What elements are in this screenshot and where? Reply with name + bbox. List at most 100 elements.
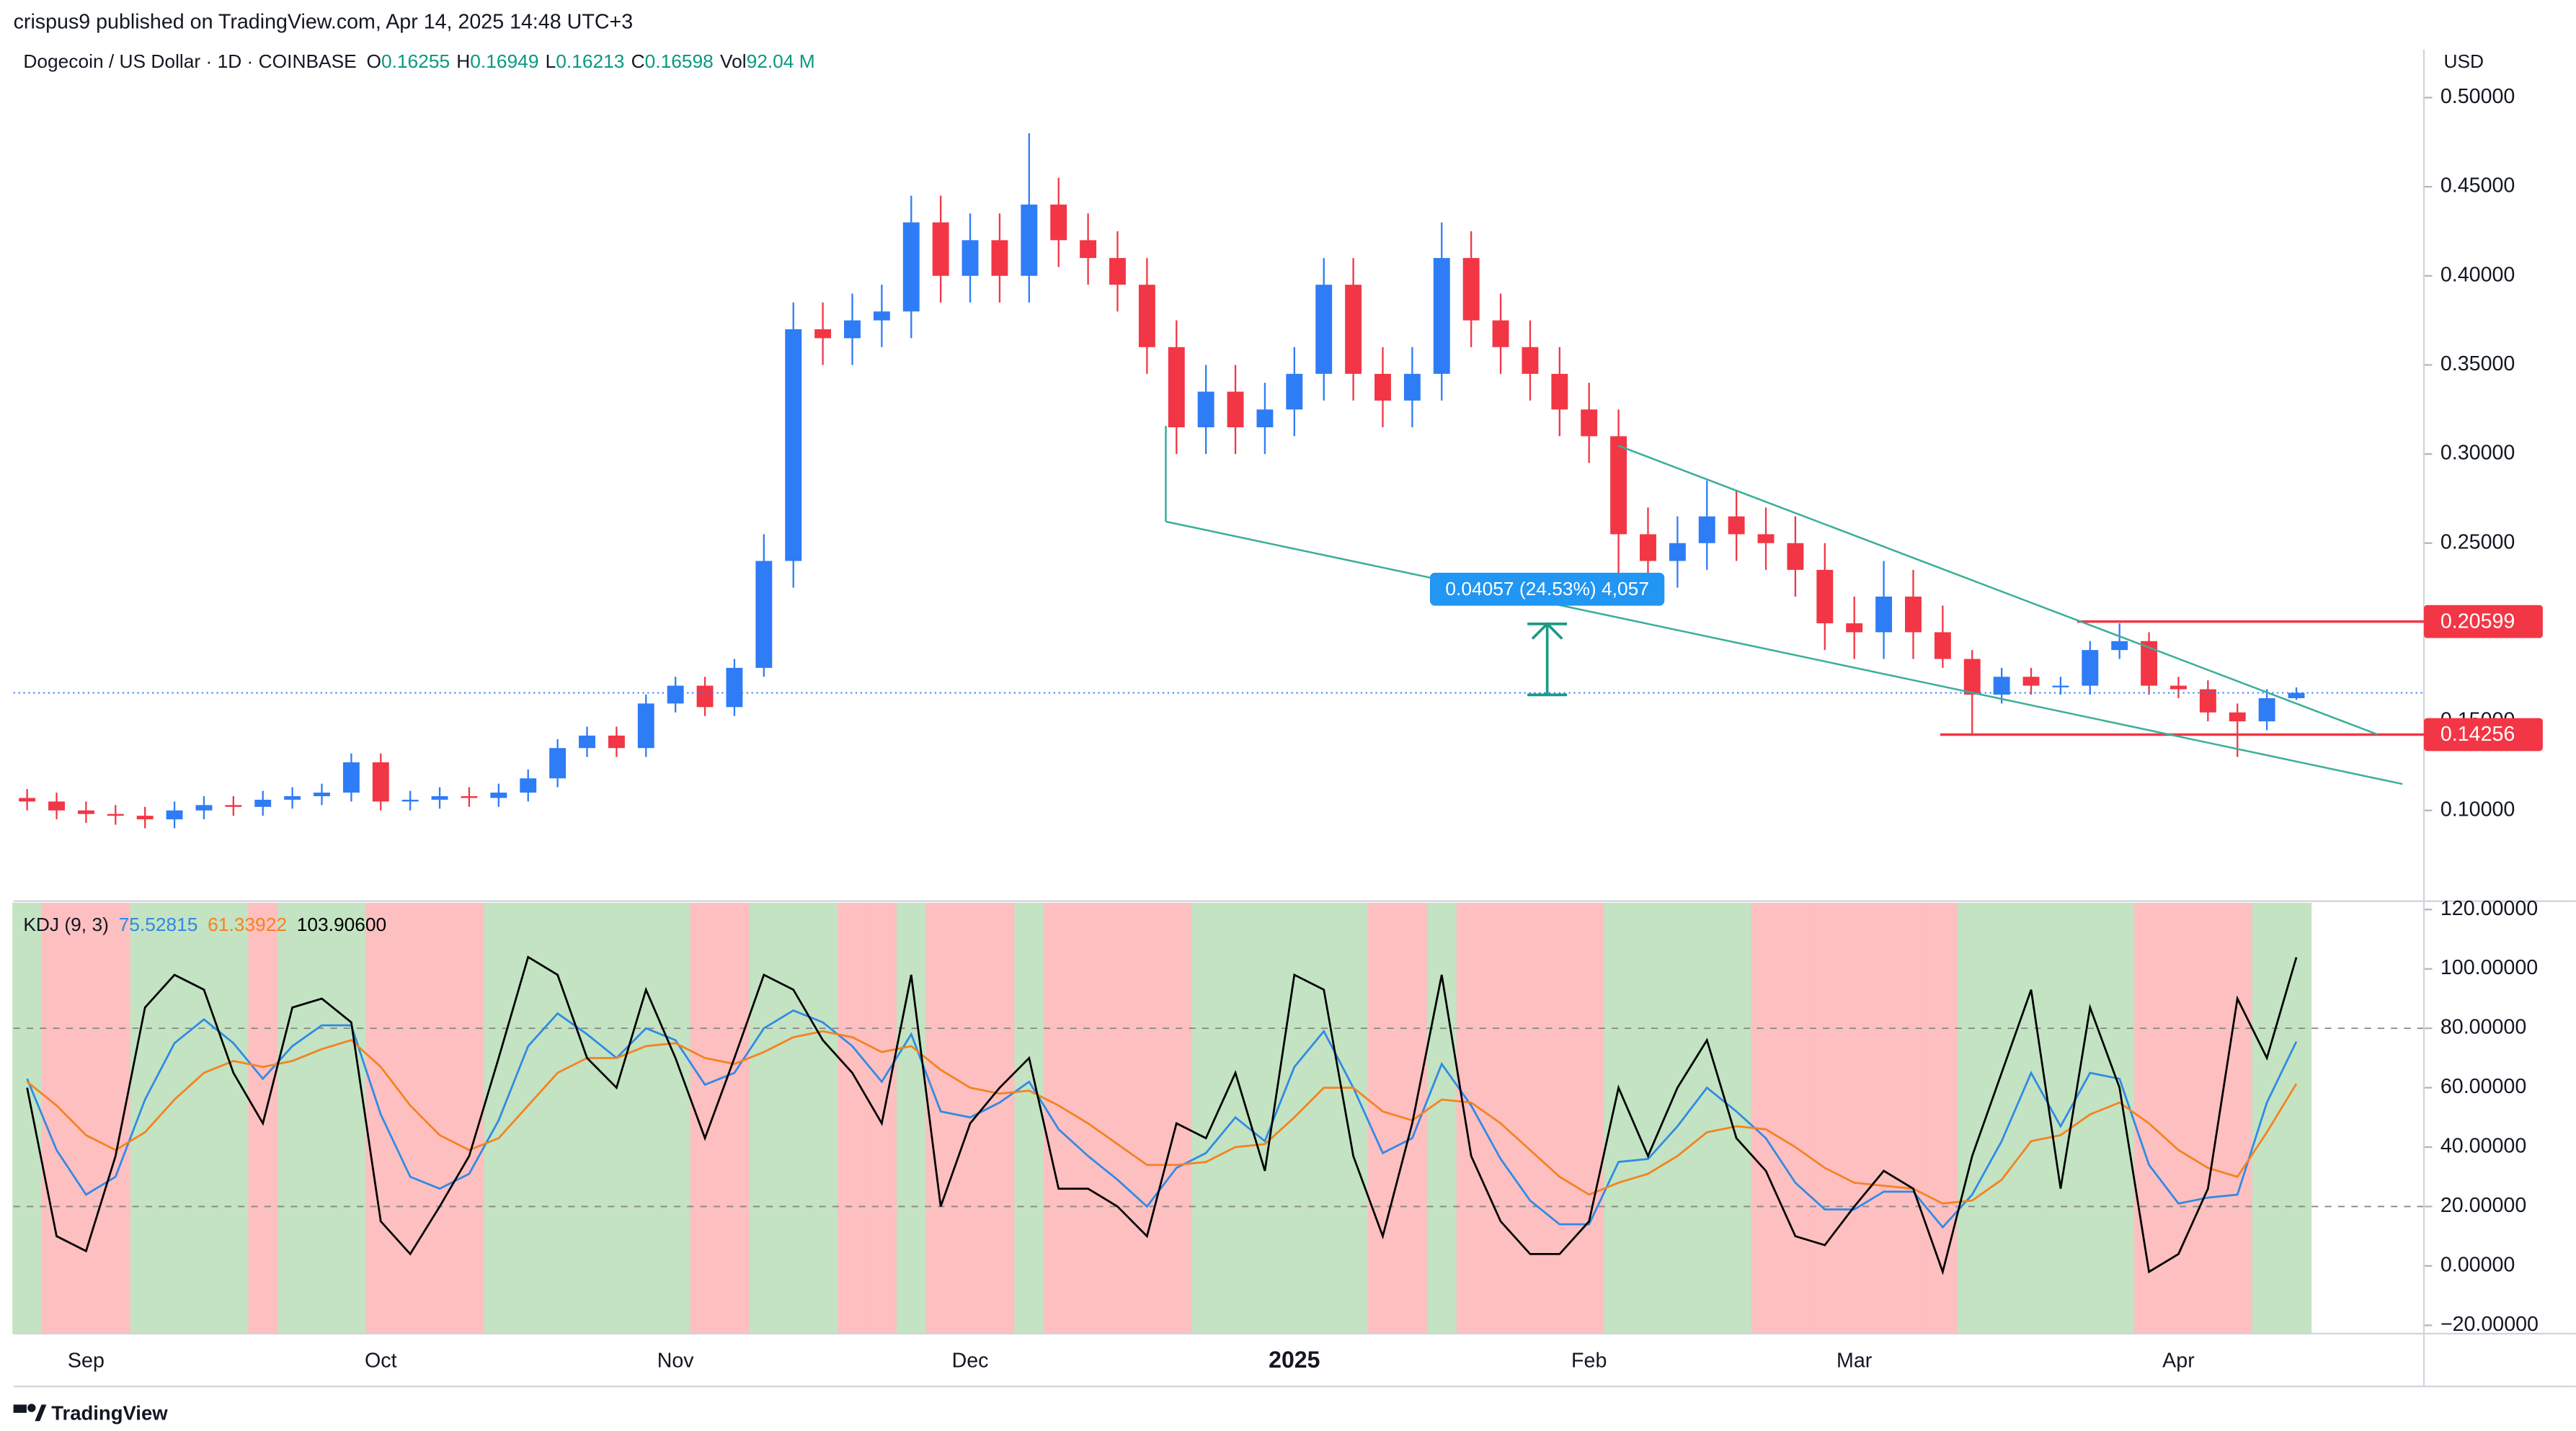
candle-body xyxy=(814,329,832,339)
kdj-zone xyxy=(42,902,72,1334)
candle-body xyxy=(902,222,920,312)
kdj-zone xyxy=(1721,902,1752,1334)
kdj-zone xyxy=(1751,902,1782,1334)
kdj-legend: KDJ (9, 3) 75.52815 61.33922 103.90600 xyxy=(23,914,386,935)
kdj-zone xyxy=(1338,902,1369,1334)
kdj-zone xyxy=(513,902,543,1334)
candle-body xyxy=(225,805,242,807)
kdj-zone xyxy=(365,902,396,1334)
price-tag xyxy=(2423,605,2543,638)
price-tag-label: 0.20599 xyxy=(2440,610,2515,633)
x-tick-label: Oct xyxy=(365,1349,397,1372)
kdj-line xyxy=(26,1009,2298,1229)
kdj-zone xyxy=(2105,902,2135,1334)
kdj-zone xyxy=(1927,902,1958,1334)
kdj-zone xyxy=(2281,902,2312,1334)
kdj-zone xyxy=(925,902,956,1334)
kdj-zone xyxy=(1161,902,1192,1334)
candle-body xyxy=(1168,347,1185,428)
candle-body xyxy=(1816,569,1834,624)
candle-body xyxy=(1109,258,1126,285)
candle-body xyxy=(1021,204,1038,276)
candle-body xyxy=(1374,373,1391,401)
candle-body xyxy=(1905,596,1922,633)
candle-body xyxy=(696,685,714,708)
candle-body xyxy=(667,685,684,704)
symbol: Dogecoin / US Dollar · 1D · COINBASE xyxy=(23,50,356,72)
y-tick-label: 40.00000 xyxy=(2440,1135,2526,1158)
kdj-zone xyxy=(601,902,632,1334)
kdj-zone xyxy=(1485,902,1516,1334)
candle-body xyxy=(401,799,419,802)
kdj-zone xyxy=(1368,902,1398,1334)
candle-body xyxy=(1787,543,1804,570)
y-tick-label: 0.35000 xyxy=(2440,352,2515,375)
ohlc-value: 92.04 M xyxy=(747,50,815,72)
kdj-zone xyxy=(2075,902,2105,1334)
candle-body xyxy=(2229,712,2246,722)
kdj-zone xyxy=(896,902,927,1334)
candle-body xyxy=(755,561,773,668)
x-tick-label: 2025 xyxy=(1269,1347,1320,1373)
candle-body xyxy=(637,703,654,749)
kdj-zone xyxy=(248,902,278,1334)
footer-logo: TradingView xyxy=(13,1401,168,1424)
x-tick-label: Feb xyxy=(1571,1349,1607,1372)
ohlc-value: 0.16949 xyxy=(470,50,538,72)
y-tick-label: 0.45000 xyxy=(2440,174,2515,197)
candle-body xyxy=(1462,258,1480,321)
candle-body xyxy=(136,816,154,820)
candle-body xyxy=(1610,436,1627,535)
y-tick-label: 0.50000 xyxy=(2440,85,2515,108)
kdj-zone xyxy=(1426,902,1457,1334)
candle-body xyxy=(1669,543,1686,561)
candle-body xyxy=(785,329,802,561)
kdj-zone xyxy=(1014,902,1044,1334)
candle-body xyxy=(2170,685,2187,690)
kdj-zone xyxy=(454,902,485,1334)
candle-body xyxy=(608,735,625,749)
kdj-zone xyxy=(749,902,779,1334)
candle-body xyxy=(1138,285,1155,347)
kdj-zone xyxy=(2016,902,2047,1334)
logo-part xyxy=(35,1404,47,1422)
kdj-zone xyxy=(71,902,102,1334)
candle-body xyxy=(1315,285,1333,374)
x-tick-label: Mar xyxy=(1836,1349,1873,1372)
candle-body xyxy=(961,240,979,276)
kdj-zone xyxy=(1957,902,1988,1334)
legend-value: 75.52815 xyxy=(119,914,198,935)
kdj-zone xyxy=(1250,902,1281,1334)
candle-body xyxy=(254,799,272,807)
y-tick-label: 80.00000 xyxy=(2440,1016,2526,1039)
candle-body xyxy=(1934,632,1951,659)
ohlc-value: 0.16255 xyxy=(381,50,450,72)
logo-part xyxy=(13,1404,27,1413)
kdj-zone xyxy=(543,902,573,1334)
kdj-zone xyxy=(1604,902,1634,1334)
ohlc-label: Vol xyxy=(720,50,747,72)
kdj-zone xyxy=(1633,902,1664,1334)
kdj-zone xyxy=(395,902,426,1334)
trend-lines xyxy=(1165,425,2403,785)
y-tick-label: 0.30000 xyxy=(2440,442,2515,465)
x-tick-label: Nov xyxy=(657,1349,695,1372)
candle-body xyxy=(19,798,36,802)
candle-body xyxy=(1757,534,1775,543)
kdj-zone xyxy=(100,902,131,1334)
legend: Dogecoin / US Dollar · 1D · COINBASE O0.1… xyxy=(23,50,814,72)
kdj-zone xyxy=(778,902,809,1334)
y-tick-label: 0.40000 xyxy=(2440,263,2515,286)
candle-body xyxy=(1640,534,1656,561)
candle-body xyxy=(1433,258,1450,374)
kdj-zone xyxy=(690,902,721,1334)
kdj-zone xyxy=(1515,902,1546,1334)
y-tick-label: 0.25000 xyxy=(2440,530,2515,553)
kdj-zone xyxy=(159,902,190,1334)
x-tick-label: Sep xyxy=(68,1349,105,1372)
candle-body xyxy=(1050,204,1067,241)
kdj-zone xyxy=(1692,902,1723,1334)
candle-body xyxy=(2052,685,2069,687)
ohlc-label: L xyxy=(546,50,556,72)
candle-body xyxy=(372,762,389,802)
